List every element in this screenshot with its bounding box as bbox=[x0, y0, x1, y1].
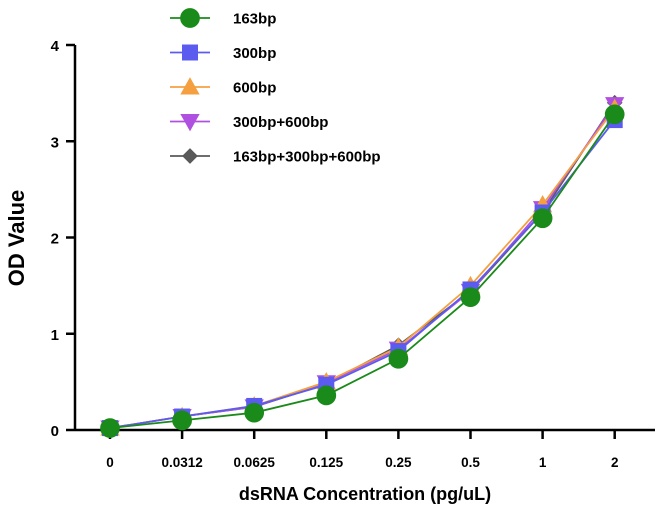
legend-marker bbox=[180, 77, 200, 95]
series-163bp-300bp-600bp bbox=[102, 94, 623, 436]
legend: 163bp 300bp 600bp 300bp+600bp 163bp+300bp+60… bbox=[170, 8, 381, 166]
y-tick-label: 3 bbox=[51, 134, 59, 151]
legend-item: 300bp bbox=[170, 44, 276, 62]
legend-label: 600bp bbox=[233, 80, 276, 97]
x-tick-label: 2 bbox=[611, 455, 619, 470]
data-point bbox=[388, 348, 409, 369]
x-tick-label: 1 bbox=[539, 455, 547, 470]
legend-label: 163bp+300bp+600bp bbox=[233, 149, 381, 166]
x-tick-label: 0.25 bbox=[385, 455, 412, 470]
data-point bbox=[172, 410, 192, 431]
x-tick-label: 0 bbox=[106, 455, 114, 470]
axes: 0 1 2 3 4 0 0.0312 0.0625 0.125 0.25 0.5 1 2 bbox=[51, 38, 655, 470]
legend-marker bbox=[180, 113, 200, 132]
data-point bbox=[244, 402, 265, 423]
legend-label: 163bp bbox=[233, 11, 276, 28]
legend-label: 300bp bbox=[233, 45, 276, 62]
legend-item: 600bp bbox=[170, 77, 276, 97]
data-point bbox=[532, 208, 553, 229]
x-tick-label: 0.125 bbox=[309, 455, 343, 470]
legend-item: 163bp+300bp+600bp bbox=[170, 148, 381, 166]
data-point bbox=[460, 287, 481, 308]
series-163bp bbox=[100, 104, 625, 438]
series-line bbox=[109, 113, 616, 429]
legend-label: 300bp+600bp bbox=[233, 114, 328, 131]
data-point bbox=[100, 418, 120, 438]
x-tick-label: 0.5 bbox=[461, 455, 480, 470]
legend-item: 163bp bbox=[170, 8, 276, 28]
y-tick-label: 4 bbox=[51, 38, 60, 55]
y-tick-label: 0 bbox=[51, 423, 59, 440]
y-axis-title: OD Value bbox=[4, 190, 29, 287]
legend-marker bbox=[182, 44, 198, 61]
series-layer bbox=[100, 94, 625, 438]
legend-marker bbox=[182, 148, 198, 164]
x-tick-label: 0.0625 bbox=[234, 455, 276, 470]
y-tick-label: 2 bbox=[51, 231, 59, 248]
data-point bbox=[604, 104, 625, 125]
legend-marker bbox=[180, 8, 200, 28]
data-point bbox=[316, 385, 337, 406]
x-axis-title: dsRNA Concentration (pg/uL) bbox=[239, 484, 491, 504]
y-tick-label: 1 bbox=[51, 327, 59, 344]
x-tick-label: 0.0312 bbox=[161, 455, 202, 470]
legend-item: 300bp+600bp bbox=[170, 113, 328, 132]
series-line bbox=[109, 119, 616, 429]
